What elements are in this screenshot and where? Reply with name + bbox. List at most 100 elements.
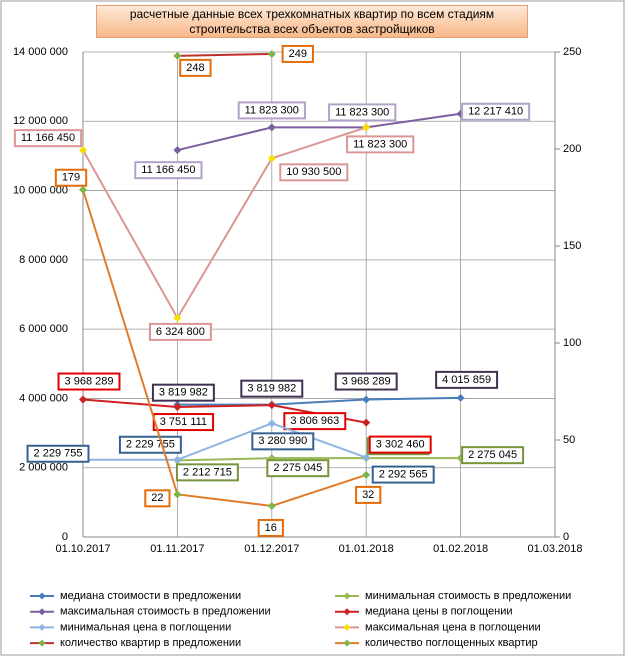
data-label: 22 [144, 489, 171, 508]
data-label-box [283, 412, 347, 431]
data-label-box [134, 161, 203, 180]
point [267, 419, 276, 428]
data-label-text: 10 930 500 [286, 166, 341, 178]
data-label: 179 [54, 168, 88, 187]
data-label: 2 275 045 [266, 459, 330, 478]
data-label-box [57, 372, 121, 391]
data-label-box [13, 129, 83, 148]
y2-tick-label: 50 [563, 434, 575, 446]
data-label-box [371, 465, 435, 484]
y2-tick-label: 200 [563, 143, 581, 155]
data-label-text: 6 324 800 [156, 326, 205, 338]
data-label-box [355, 485, 382, 504]
y2-tick-label: 100 [563, 337, 581, 349]
data-label-text: 3 280 990 [258, 435, 307, 447]
data-label-box [251, 432, 315, 451]
legend-marker [38, 592, 46, 600]
legend-marker [38, 608, 46, 616]
data-label-text: 2 275 045 [273, 462, 322, 474]
data-label-text: 2 229 755 [126, 439, 175, 451]
data-label-box [281, 44, 314, 63]
point [173, 313, 182, 322]
x-tick-label: 01.11.2017 [150, 543, 204, 555]
y2-tick-label: 150 [563, 240, 581, 252]
data-label: 6 324 800 [148, 322, 212, 341]
legend-marker [38, 623, 46, 631]
data-label: 16 [257, 518, 284, 537]
legend-label: медиана цены в поглощении [365, 606, 513, 618]
data-label-text: 12 217 410 [468, 106, 523, 118]
y-tick-label: 0 [62, 531, 68, 543]
point [267, 49, 276, 58]
data-label-text: 3 819 982 [159, 387, 208, 399]
point [79, 395, 87, 404]
legend-label: максимальная стоимость в предложении [60, 606, 271, 618]
data-label-box [175, 463, 239, 482]
data-label: 10 930 500 [279, 163, 349, 182]
data-label: 3 751 111 [152, 413, 215, 432]
point [267, 123, 276, 132]
data-label-text: 248 [186, 62, 204, 74]
data-label-box [148, 322, 212, 341]
data-label-text: 22 [151, 492, 163, 504]
point [362, 395, 371, 404]
data-label: 11 823 300 [328, 103, 397, 122]
data-label: 3 968 289 [334, 372, 398, 391]
chart-title: расчетные данные всех трехкомнатных квар… [96, 5, 528, 38]
x-tick-label: 01.12.2017 [244, 543, 299, 555]
point [173, 490, 182, 499]
data-label-text: 3 819 982 [247, 383, 296, 395]
x-tick-label: 01.01.2018 [339, 543, 394, 555]
point [173, 455, 182, 464]
data-label: 11 166 450 [13, 129, 83, 148]
data-label: 248 [179, 58, 212, 77]
x-tick-label: 01.02.2018 [433, 543, 488, 555]
legend-marker [343, 608, 351, 616]
data-label-box [368, 435, 432, 454]
data-label-text: 11 166 450 [141, 164, 195, 176]
data-label-text: 3 806 963 [290, 415, 339, 427]
y-tick-label: 6 000 000 [19, 323, 68, 335]
data-label: 3 806 963 [283, 412, 347, 431]
data-label: 3 819 982 [240, 379, 304, 398]
data-label-text: 3 302 460 [376, 438, 425, 450]
data-label: 11 823 300 [346, 135, 415, 154]
x-tick-label: 01.10.2017 [55, 543, 110, 555]
data-label: 2 275 045 [461, 446, 525, 465]
data-label: 2 229 755 [118, 435, 182, 454]
legend-marker [38, 639, 46, 647]
data-label-text: 2 292 565 [379, 468, 428, 480]
data-label-box [461, 102, 531, 121]
data-label-box [257, 518, 284, 537]
data-label-box [151, 383, 215, 402]
data-label: 3 302 460 [368, 435, 432, 454]
data-label-box [179, 58, 212, 77]
data-label-text: 4 015 859 [442, 374, 491, 386]
y2-tick-label: 250 [563, 46, 581, 58]
legend-marker [343, 639, 351, 647]
series-line [82, 126, 367, 320]
y2-tick-label: 0 [563, 531, 569, 543]
legend-marker [343, 623, 351, 631]
x-tick-label: 01.03.2018 [527, 543, 582, 555]
data-label-text: 249 [289, 48, 307, 60]
data-label-box [346, 135, 415, 154]
y-tick-label: 10 000 000 [13, 184, 68, 196]
data-label-text: 32 [362, 489, 374, 501]
data-label-box [144, 489, 171, 508]
point [173, 146, 182, 155]
legend-label: минимальная цена в поглощении [60, 621, 231, 633]
data-label: 3 819 982 [151, 383, 215, 402]
data-label-box [266, 459, 330, 478]
series-line [177, 396, 461, 406]
data-label: 12 217 410 [461, 102, 531, 121]
data-label: 11 823 300 [237, 101, 306, 120]
data-label: 2 229 755 [26, 444, 90, 463]
data-label-text: 2 275 045 [468, 449, 517, 461]
point [173, 403, 182, 412]
data-label-box [26, 444, 90, 463]
series-line [177, 112, 461, 152]
